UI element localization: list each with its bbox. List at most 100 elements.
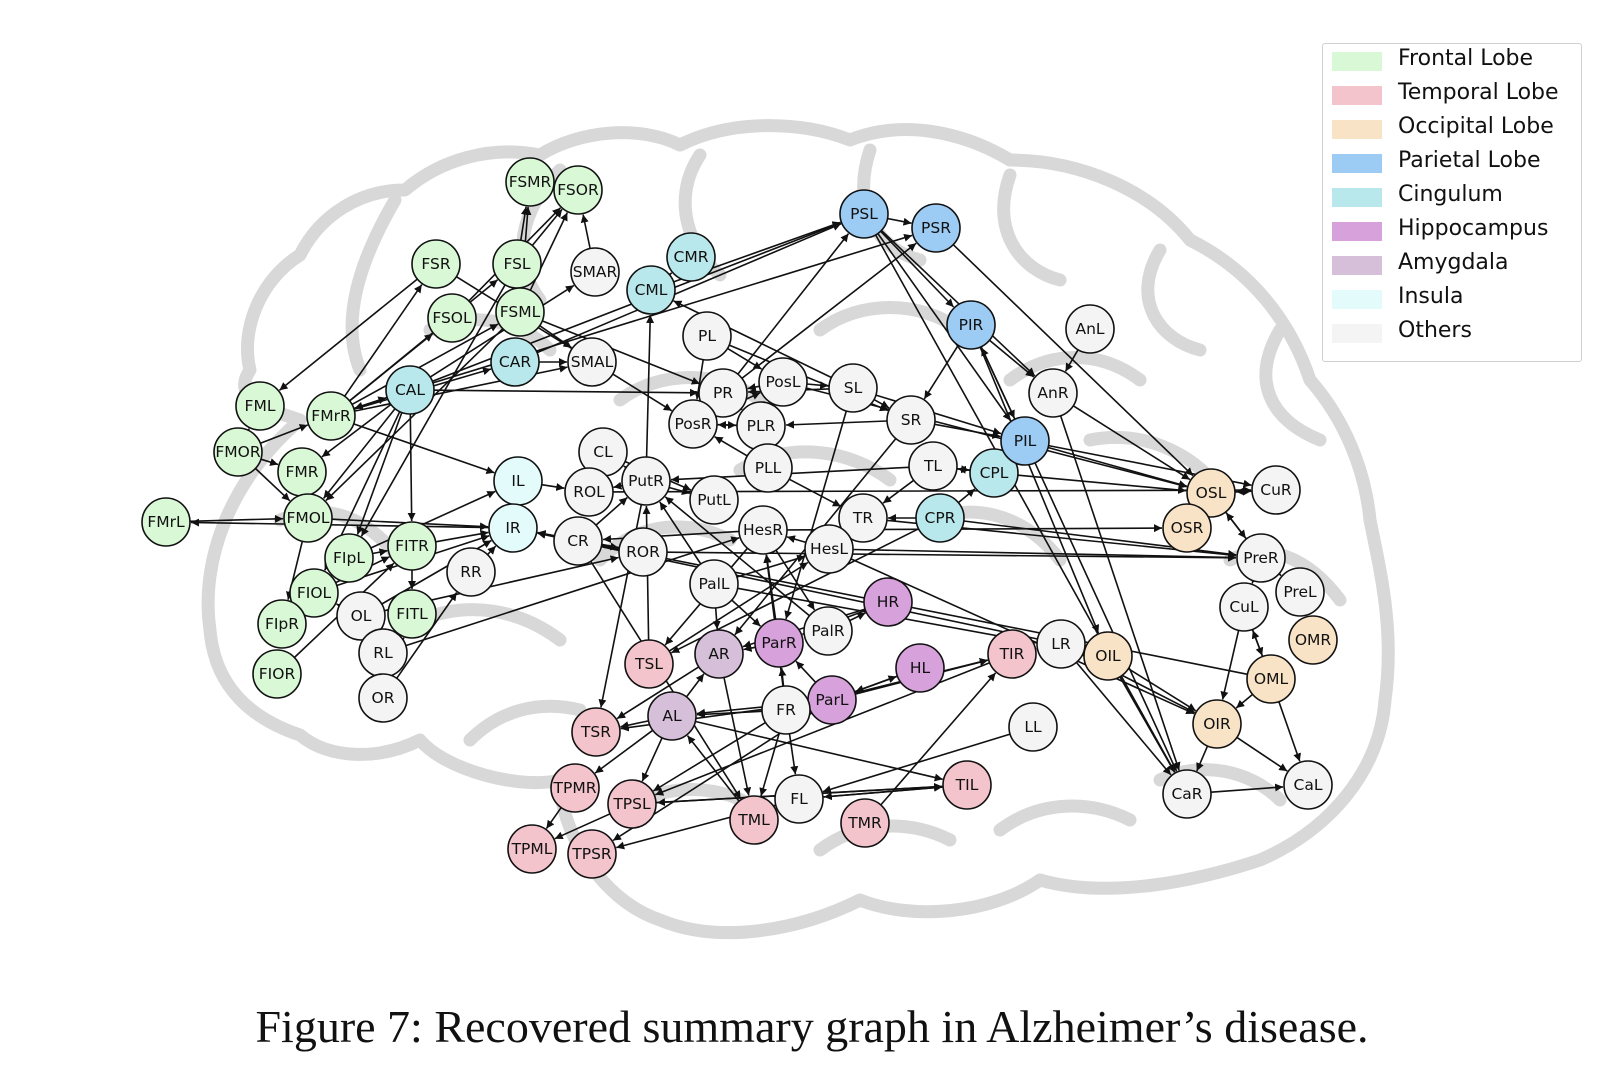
edge-TML-to-AL bbox=[686, 735, 740, 802]
node-FITR: FITR bbox=[387, 521, 437, 571]
edge-PalR-to-HR bbox=[849, 612, 866, 622]
node-PSL: PSL bbox=[839, 189, 889, 239]
node-HesL: HesL bbox=[804, 524, 854, 574]
node-TPSL: TPSL bbox=[607, 779, 657, 829]
node-label: TPMR bbox=[553, 779, 597, 797]
node-PreL: PreL bbox=[1275, 567, 1325, 617]
node-circle bbox=[689, 475, 739, 525]
node-circle bbox=[694, 629, 744, 679]
edge-PIL-to-PIR bbox=[980, 347, 1016, 420]
node-circle bbox=[621, 456, 671, 506]
node-circle bbox=[235, 381, 285, 431]
node-label: FSL bbox=[503, 255, 530, 273]
node-circle bbox=[626, 265, 676, 315]
edge-FSL-to-FSOR bbox=[531, 208, 563, 247]
node-CPR: CPR bbox=[915, 493, 965, 543]
node-label: HR bbox=[877, 593, 900, 611]
node-FMrL: FMrL bbox=[141, 497, 191, 547]
node-label: FSOR bbox=[557, 181, 599, 199]
legend-label: Hippocampus bbox=[1398, 216, 1549, 241]
node-label: FMrR bbox=[311, 407, 351, 425]
edge-CAL-to-FIpL bbox=[356, 412, 403, 535]
node-TIR: TIR bbox=[987, 629, 1037, 679]
node-label: CR bbox=[567, 532, 589, 550]
node-circle bbox=[754, 618, 804, 668]
legend-item-cingulum: Cingulum bbox=[1323, 180, 1581, 212]
node-IR: IR bbox=[488, 503, 538, 553]
edge-LR-to-CaR bbox=[1075, 661, 1172, 776]
node-label: LL bbox=[1024, 718, 1042, 736]
node-PR: PR bbox=[698, 368, 748, 418]
edge-AnR-to-CaR bbox=[1059, 415, 1181, 771]
node-CuR: CuR bbox=[1251, 465, 1301, 515]
node-label: ParL bbox=[815, 691, 849, 709]
node-label: OR bbox=[372, 689, 395, 707]
node-circle bbox=[1028, 368, 1078, 418]
edge-FMrR-to-FSL bbox=[349, 279, 499, 402]
node-label: HesR bbox=[743, 521, 783, 539]
node-circle bbox=[647, 691, 697, 741]
edge-HesR-to-PalR bbox=[775, 549, 816, 611]
node-circle bbox=[668, 399, 718, 449]
node-circle bbox=[1186, 468, 1236, 518]
legend-label: Occipital Lobe bbox=[1398, 114, 1554, 139]
edge-AL-to-TIL bbox=[695, 720, 943, 782]
node-label: PLR bbox=[747, 417, 776, 435]
edge-TMR-to-TIR bbox=[880, 672, 997, 806]
node-label: SL bbox=[844, 379, 863, 397]
node-CR: CR bbox=[553, 516, 603, 566]
node-HesR: HesR bbox=[738, 505, 788, 555]
edge-SR-to-PLR bbox=[785, 420, 888, 429]
node-circle bbox=[358, 673, 408, 723]
node-FR: FR bbox=[761, 685, 811, 735]
node-circle bbox=[1008, 702, 1058, 752]
node-SMAR: SMAR bbox=[570, 247, 620, 297]
node-circle bbox=[1192, 699, 1242, 749]
edge-HesL-to-HesR bbox=[786, 535, 807, 544]
node-FIOL: FIOL bbox=[289, 568, 339, 618]
edge-PL-to-PosR bbox=[694, 359, 704, 400]
node-circle bbox=[911, 203, 961, 253]
edge-FSML-to-PR bbox=[542, 320, 701, 385]
node-label: TL bbox=[923, 457, 942, 475]
node-label: PSL bbox=[850, 205, 878, 223]
node-circle bbox=[969, 448, 1019, 498]
node-OMR: OMR bbox=[1288, 615, 1338, 665]
node-label: FMR bbox=[285, 463, 318, 481]
node-PLL: PLL bbox=[743, 443, 793, 493]
edge-PalL-to-PutR bbox=[659, 501, 702, 565]
node-FSL: FSL bbox=[492, 239, 542, 289]
node-label: CMR bbox=[674, 248, 709, 266]
node-label: OMR bbox=[1295, 631, 1332, 649]
legend-swatch bbox=[1332, 52, 1382, 71]
edge-PIR-to-OIL bbox=[979, 346, 1100, 634]
node-FSML: FSML bbox=[495, 287, 545, 337]
node-circle bbox=[553, 165, 603, 215]
edge-AR-to-TSR bbox=[616, 666, 700, 720]
edge-PalL-to-ParR bbox=[731, 599, 762, 627]
legend-item-occipital-lobe: Occipital Lobe bbox=[1323, 112, 1581, 144]
node-FMOL: FMOL bbox=[283, 493, 333, 543]
node-label: FITL bbox=[396, 605, 428, 623]
node-circle bbox=[505, 157, 555, 207]
node-AL: AL bbox=[647, 691, 697, 741]
node-label: TMR bbox=[847, 814, 882, 832]
node-label: FMOL bbox=[286, 509, 329, 527]
node-CML: CML bbox=[626, 265, 676, 315]
edge-PutR-to-CML bbox=[645, 314, 655, 458]
node-label: AL bbox=[662, 707, 682, 725]
node-circle bbox=[942, 760, 992, 810]
edge-OR-to-RR bbox=[396, 592, 458, 679]
node-CaR: CaR bbox=[1162, 769, 1212, 819]
node-circle bbox=[1162, 769, 1212, 819]
node-circle bbox=[446, 547, 496, 597]
brain-outline-drawing bbox=[201, 119, 1395, 940]
edge-AL-to-TPMR bbox=[594, 729, 654, 774]
node-ROR: ROR bbox=[618, 527, 668, 577]
edge-PSL-to-AnR bbox=[880, 229, 1036, 377]
node-circle bbox=[1083, 631, 1133, 681]
node-HL: HL bbox=[895, 643, 945, 693]
node-FSOL: FSOL bbox=[427, 293, 477, 343]
edge-PIR-to-SR bbox=[923, 344, 959, 400]
node-label: IL bbox=[511, 472, 525, 490]
